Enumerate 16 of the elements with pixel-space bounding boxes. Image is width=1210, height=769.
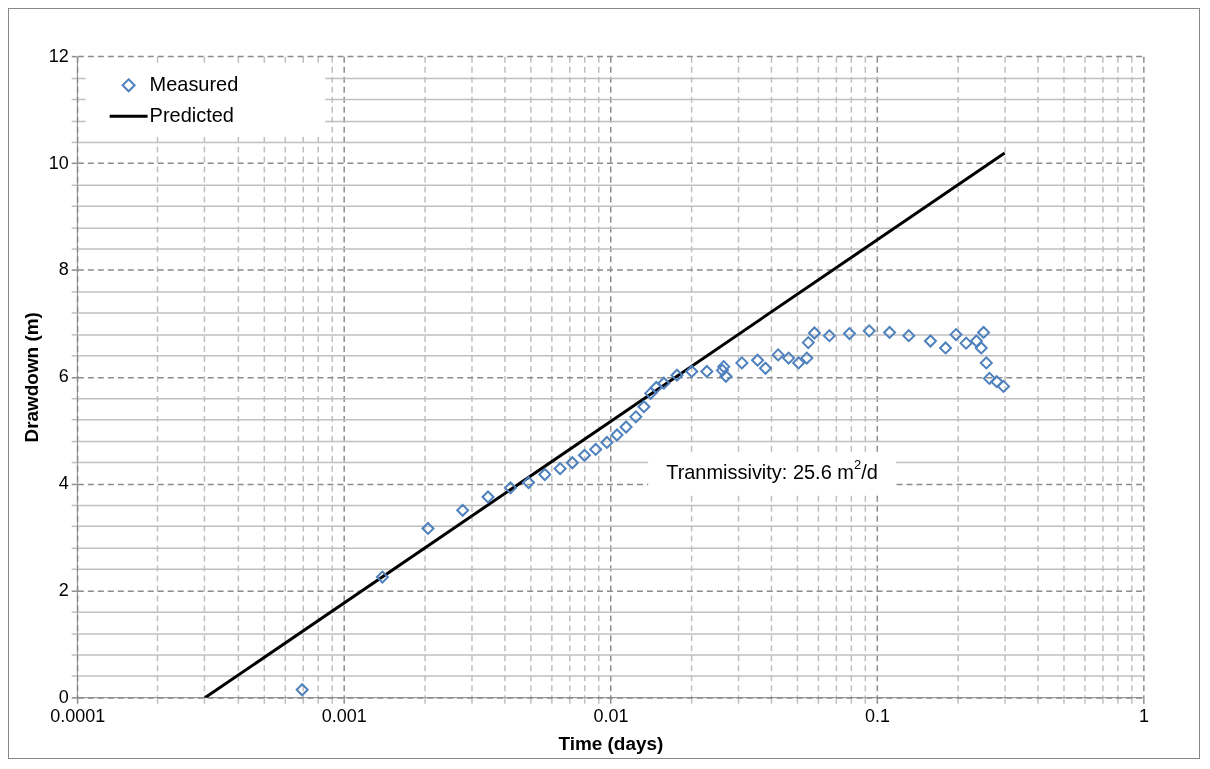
legend-label: Predicted — [149, 103, 234, 126]
x-tick-label: 0.0001 — [50, 706, 106, 727]
y-tick-label: 4 — [58, 473, 69, 494]
y-tick-label: 8 — [58, 259, 69, 280]
legend-label: Measured — [149, 72, 239, 95]
y-tick-label: 2 — [58, 579, 69, 600]
y-tick-label: 12 — [48, 45, 69, 66]
y-axis-title: Drawdown (m) — [20, 312, 42, 443]
y-tick-label: 6 — [58, 366, 69, 387]
x-tick-label: 0.001 — [321, 706, 367, 727]
y-tick-label: 10 — [48, 152, 69, 173]
x-tick-label: 0.01 — [593, 706, 629, 727]
x-tick-label: 1 — [1139, 706, 1150, 727]
y-tick-label: 0 — [58, 686, 69, 707]
x-axis-title: Time (days) — [558, 732, 664, 754]
x-tick-label: 0.1 — [865, 706, 890, 727]
